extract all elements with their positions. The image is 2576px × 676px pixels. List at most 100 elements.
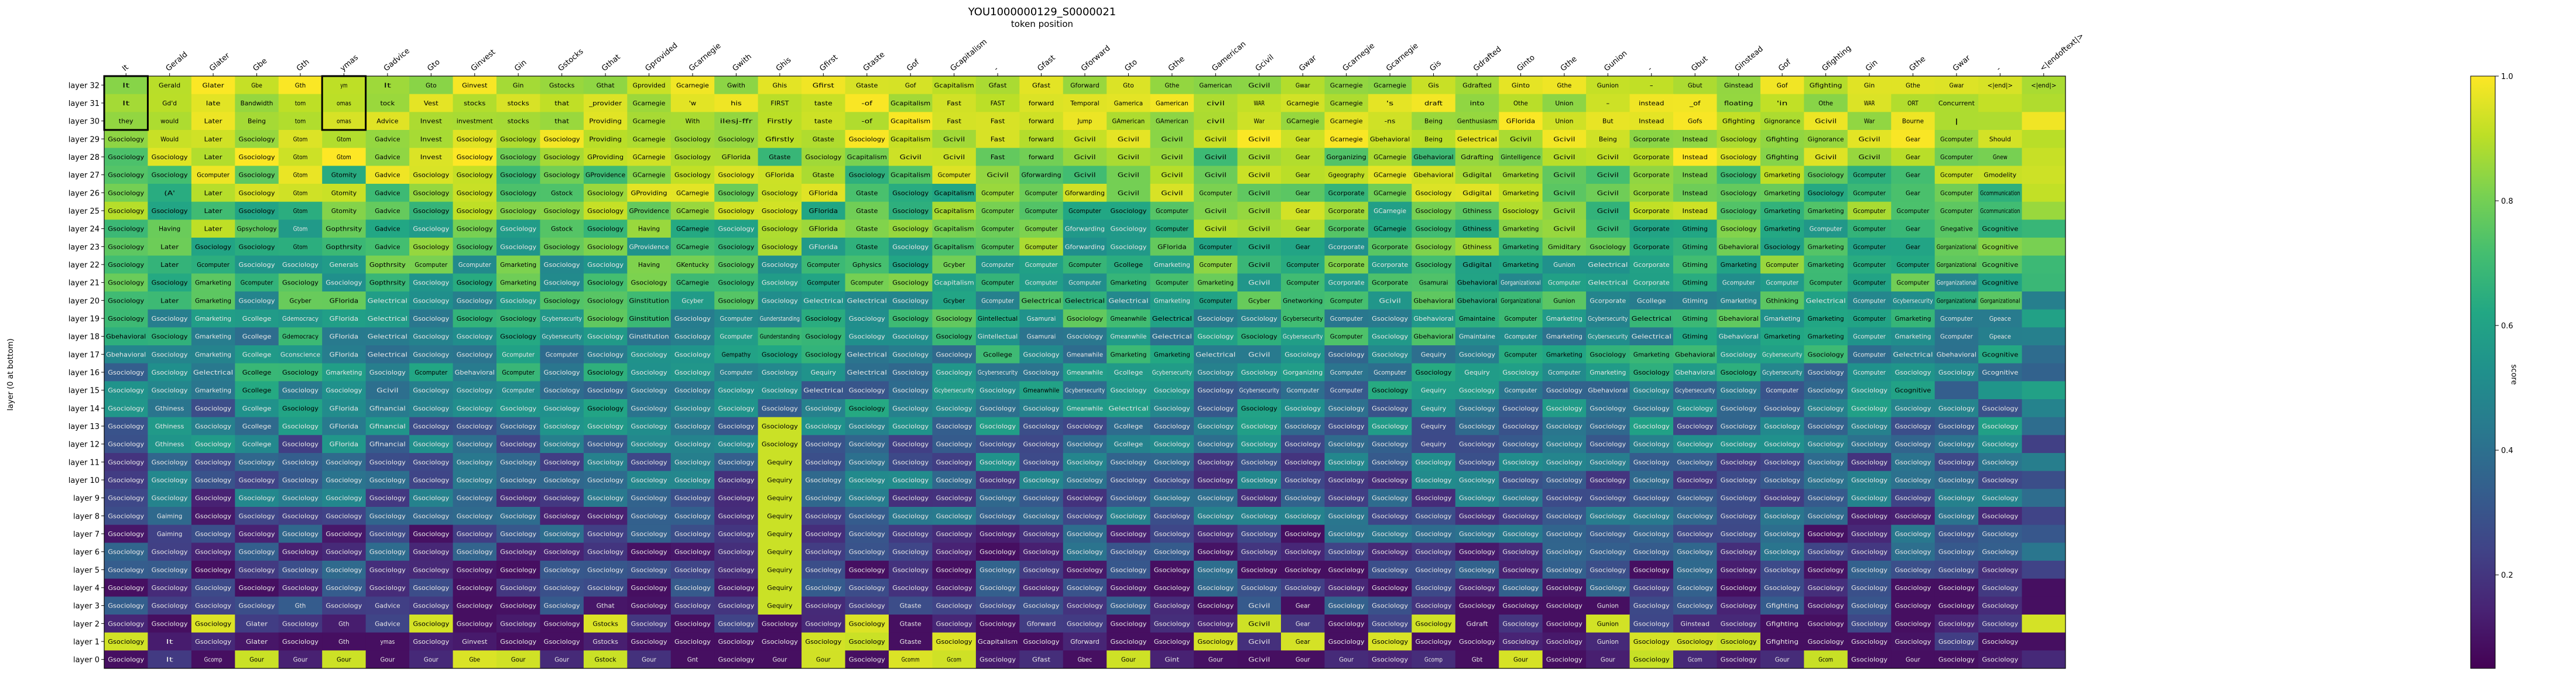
cell-label: Gfirst <box>813 81 835 89</box>
heatmap-cell <box>1934 507 1979 526</box>
cell-label: Gsociology <box>1502 638 1539 646</box>
cell-label: would <box>160 118 179 125</box>
cell-label: It <box>122 99 131 107</box>
heatmap-cell <box>1150 489 1194 507</box>
cell-label: Gsociology <box>936 333 972 341</box>
cell-label: Gsociology <box>1721 171 1757 179</box>
heatmap-cell <box>1586 435 1630 454</box>
heatmap-cell <box>453 219 497 238</box>
heatmap-cell <box>2022 417 2066 435</box>
cell-label: Gsociology <box>544 512 580 520</box>
cell-label: Gsociology <box>195 476 231 484</box>
heatmap-cell <box>1324 435 1369 454</box>
cell-label: Gsociology <box>587 189 624 197</box>
heatmap-cell <box>801 363 846 382</box>
cell-label: Gsociology <box>1154 548 1190 556</box>
heatmap-cell <box>845 309 889 328</box>
cell-label: Gsociology <box>1110 566 1146 574</box>
cell-label: Gsociology <box>1328 512 1365 520</box>
cell-label: | <box>1955 118 1958 125</box>
heatmap-cell <box>322 399 366 418</box>
cell-label: Gopthrsity <box>369 261 406 269</box>
heatmap-cell <box>1717 363 1761 382</box>
cell-label: Gsociology <box>1590 512 1626 520</box>
cell-label: Gdemocracy <box>282 315 318 322</box>
heatmap-cell <box>758 327 802 346</box>
cell-label: Gsociology <box>762 243 798 251</box>
heatmap-cell <box>1978 489 2023 507</box>
cell-label: Gour <box>1513 656 1528 664</box>
heatmap-cell <box>1499 561 1543 579</box>
heatmap-cell <box>104 76 148 95</box>
cell-label: Gsociology <box>1895 512 1931 520</box>
cell-label: Gcomputer <box>241 279 273 287</box>
cell-label: Gtom <box>293 153 308 161</box>
heatmap-cell <box>496 94 540 112</box>
cell-label: Gcomputer <box>458 261 491 269</box>
cell-label: Gcomputer <box>1330 297 1363 304</box>
cell-label: Gsociology <box>936 404 972 412</box>
cell-label: Gsociology <box>1938 458 1975 466</box>
cell-label: Gcomputer <box>1853 171 1886 179</box>
cell-label: Gsociology <box>805 566 841 574</box>
heatmap-cell <box>932 345 977 364</box>
cell-label: Gsociology <box>1154 566 1190 574</box>
cell-label: Gmarketing <box>195 297 231 304</box>
cell-label: GFlorida <box>809 207 838 215</box>
heatmap-cell <box>1760 417 1804 435</box>
cell-label: GAmerican <box>1112 118 1145 125</box>
cell-label: Gsociology <box>1633 530 1670 538</box>
cell-label: Gsociology <box>152 171 188 179</box>
cell-label: Gsociology <box>805 351 841 358</box>
cell-label: Gcapitalism <box>934 189 974 197</box>
cell-label: Gcorporate <box>1372 243 1408 251</box>
heatmap-cell <box>1063 309 1107 328</box>
cell-label: Gcivil <box>1118 135 1139 143</box>
cell-label: Gthiness <box>1462 207 1492 215</box>
heatmap-cell <box>1237 507 1282 526</box>
cell-label: Gunion <box>1553 297 1575 304</box>
heatmap-cell <box>409 291 454 310</box>
cell-label: Gsociology <box>1633 620 1670 627</box>
cell-label: Gsociology <box>762 441 798 448</box>
cell-label: Gsociology <box>1982 620 2018 627</box>
cell-label: Gsociology <box>457 315 493 322</box>
cell-label: Gmarketing <box>326 369 362 376</box>
heatmap-cell <box>1978 578 2023 597</box>
cell-label: Gsociology <box>108 207 144 215</box>
cell-label: Gsociology <box>718 189 754 197</box>
cell-label: Gsociology <box>1633 548 1670 556</box>
heatmap-cell <box>1891 147 1936 166</box>
cell-label: Gadvice <box>375 171 400 179</box>
cell-label: Gcomputer <box>1853 261 1886 269</box>
heatmap-cell <box>1107 238 1151 256</box>
heatmap-cell <box>1717 543 1761 561</box>
cell-label: Gsociology <box>1110 476 1146 484</box>
heatmap-cell <box>496 201 540 220</box>
cell-label: Gsociology <box>1764 243 1800 251</box>
cell-label: Gequiry <box>767 495 793 502</box>
heatmap-cell <box>714 219 759 238</box>
cell-label: Gsociology <box>457 530 493 538</box>
heatmap-cell <box>1194 327 1238 346</box>
cell-label: Gofs <box>1688 118 1703 125</box>
cell-label: Gsociology <box>1895 566 1931 574</box>
heatmap-cell <box>801 578 846 597</box>
cell-label: Gcybersecurity <box>1152 369 1193 376</box>
cell-label: Gsociology <box>849 638 885 646</box>
cell-label: Gsociology <box>544 297 580 304</box>
cell-label: Gsociology <box>892 584 929 592</box>
heatmap-cell <box>191 578 235 597</box>
cell-label: Gsociology <box>326 512 362 520</box>
cell-label: Gcomputer <box>197 261 229 269</box>
heatmap-cell <box>2022 381 2066 400</box>
heatmap-cell <box>496 219 540 238</box>
cell-label: Gsociology <box>805 530 841 538</box>
heatmap-cell <box>1107 363 1151 382</box>
cell-label: Gunion <box>1553 261 1575 269</box>
heatmap-cell <box>409 76 454 95</box>
cell-label: Gignorance <box>1808 135 1844 143</box>
heatmap-cell <box>365 112 410 131</box>
heatmap-cell <box>278 417 323 435</box>
heatmap-cell <box>278 327 323 346</box>
